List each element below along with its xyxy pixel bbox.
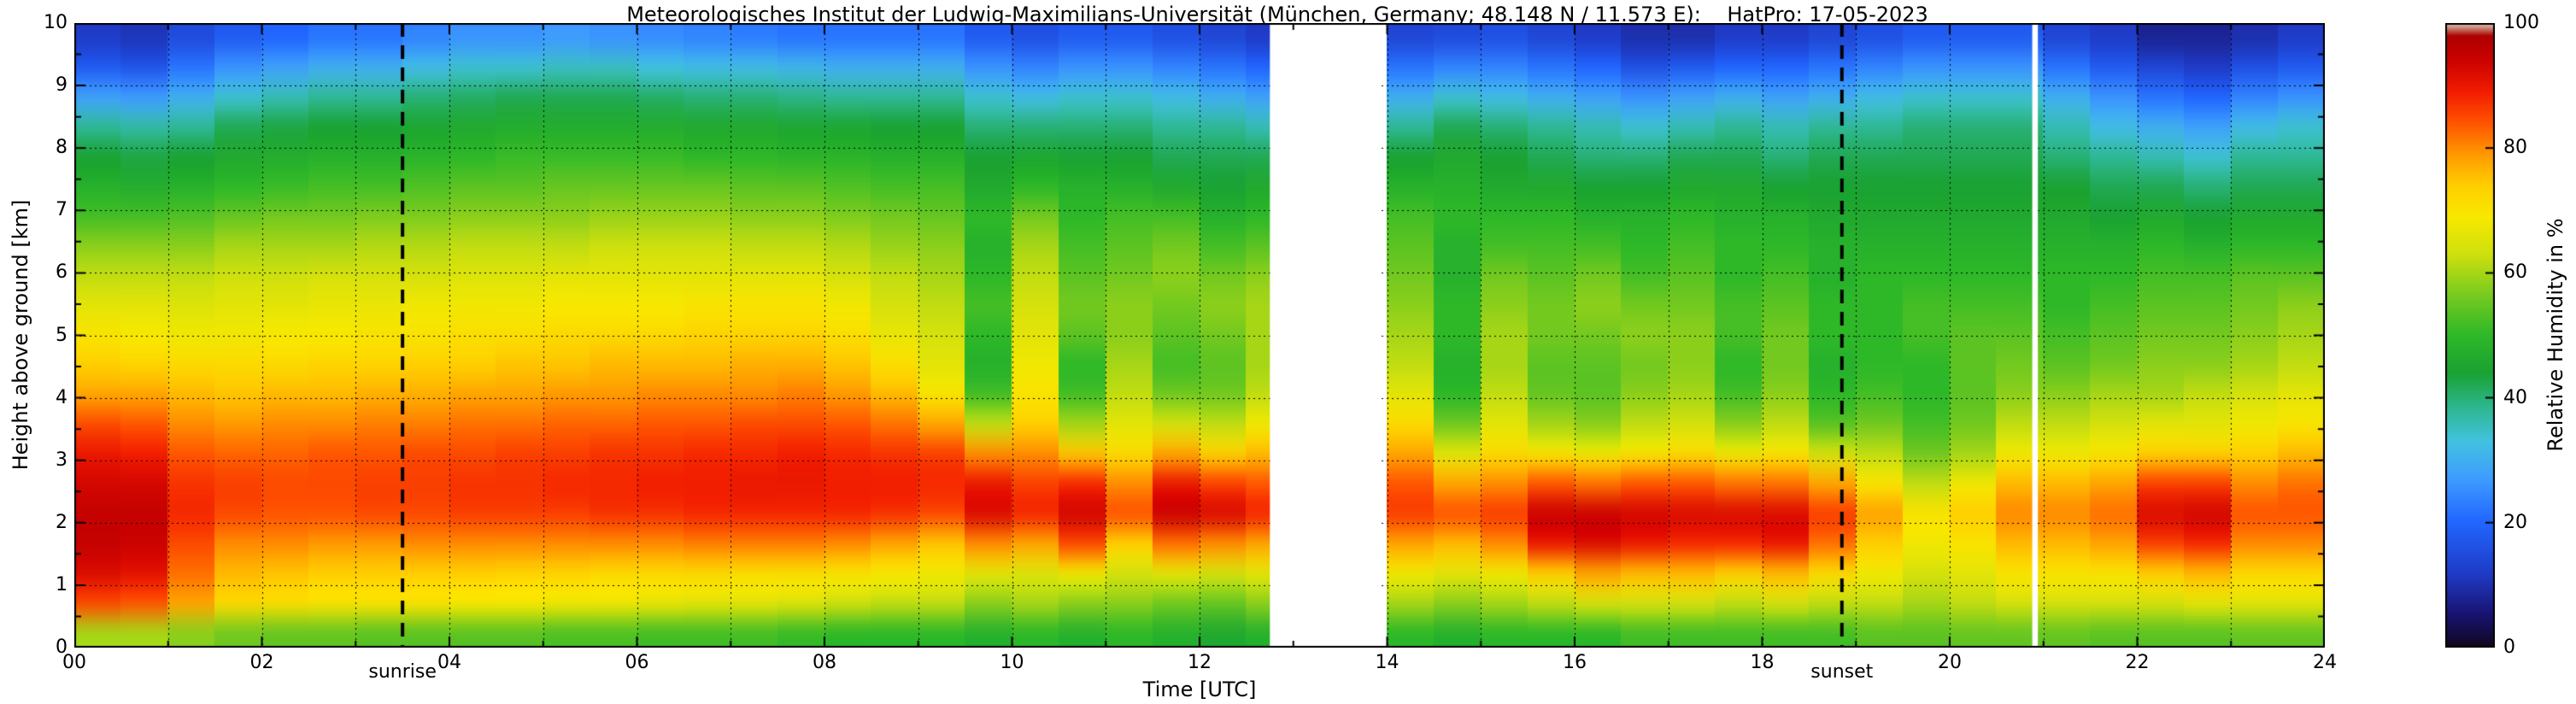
y-tick-label: 3	[56, 449, 67, 471]
colorbar-label: Relative Humidity in %	[2544, 218, 2567, 452]
sunset-label: sunset	[1810, 661, 1874, 683]
x-tick-label: 08	[813, 652, 836, 673]
y-tick-label: 10	[44, 12, 67, 33]
y-tick-label: 4	[56, 386, 67, 408]
y-tick-label: 7	[56, 199, 67, 221]
x-tick-label: 06	[625, 652, 649, 673]
y-tick-label: 5	[56, 324, 67, 346]
colorbar-tick-label: 60	[2503, 261, 2527, 284]
sunrise-label: sunrise	[368, 661, 437, 683]
x-tick-label: 04	[437, 652, 461, 673]
x-axis-label: Time [UTC]	[1142, 678, 1257, 701]
x-tick-label: 00	[62, 652, 86, 673]
y-tick-label: 9	[56, 74, 67, 97]
colorbar-tick-label: 100	[2503, 12, 2539, 33]
x-tick-label: 24	[2313, 652, 2337, 673]
x-tick-label: 20	[1938, 652, 1962, 673]
x-tick-label: 02	[249, 652, 274, 673]
y-tick-label: 1	[56, 573, 67, 595]
x-tick-label: 16	[1563, 652, 1587, 673]
y-tick-label: 2	[56, 511, 67, 533]
humidity-heatmap	[74, 23, 2325, 648]
y-tick-label: 6	[56, 261, 67, 284]
x-tick-label: 14	[1375, 652, 1399, 673]
x-tick-label: 10	[1000, 652, 1024, 673]
figure-title: Meteorologisches Institut der Ludwig-Max…	[626, 3, 1928, 26]
colorbar-tick-label: 80	[2503, 137, 2527, 159]
x-tick-label: 22	[2125, 652, 2150, 673]
colorbar	[2445, 23, 2495, 648]
colorbar-tick-label: 20	[2503, 511, 2527, 533]
colorbar-tick-label: 0	[2503, 637, 2515, 658]
x-tick-label: 12	[1188, 652, 1212, 673]
y-tick-label: 8	[56, 137, 67, 159]
y-tick-label: 0	[56, 637, 67, 658]
colorbar-tick-label: 40	[2503, 386, 2527, 408]
x-tick-label: 18	[1750, 652, 1775, 673]
